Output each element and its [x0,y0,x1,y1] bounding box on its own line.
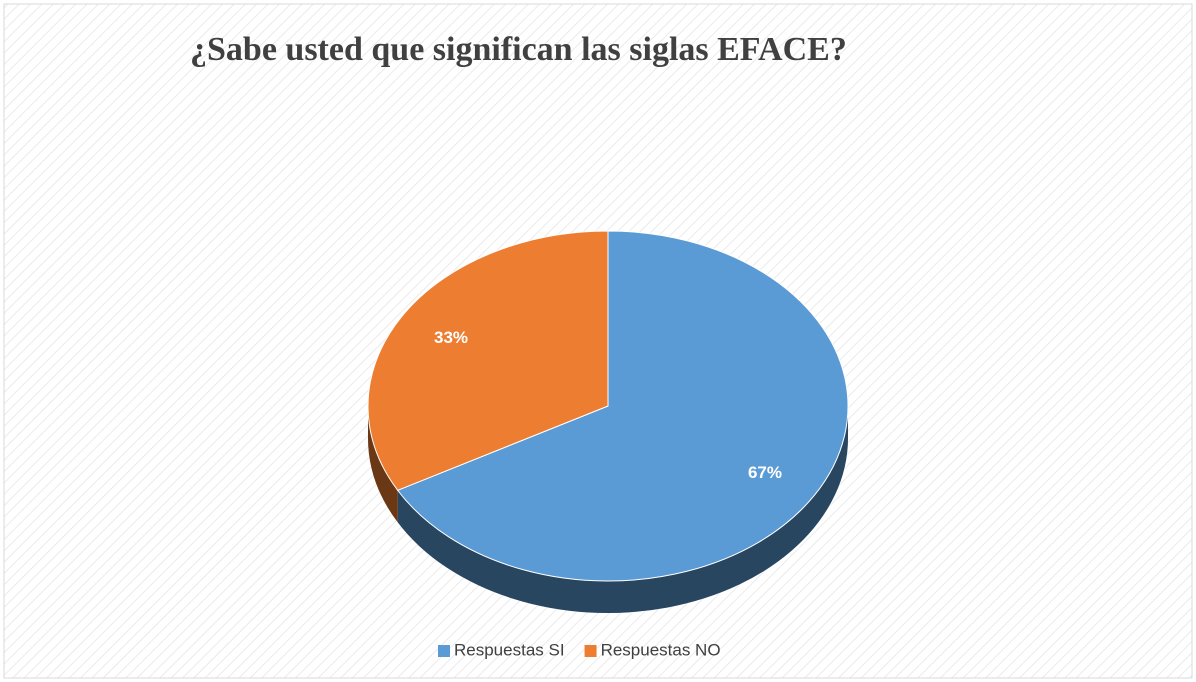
legend-label: Respuestas NO [601,640,721,659]
slice [367,230,609,491]
slice-side-shade [397,406,848,613]
legend-swatch [584,645,597,657]
chart-title: ¿Sabe usted que significan las siglas EF… [190,31,847,68]
legend-label: Respuestas SI [454,640,565,659]
value-label: 67% [748,463,782,482]
value-label: 33% [434,328,468,347]
legend-swatch [438,645,450,657]
pie: 67% 33% [367,230,849,613]
slice-side-shade [368,406,398,523]
slice [396,230,849,582]
legend: Respuestas SI Respuestas NO [438,640,721,659]
